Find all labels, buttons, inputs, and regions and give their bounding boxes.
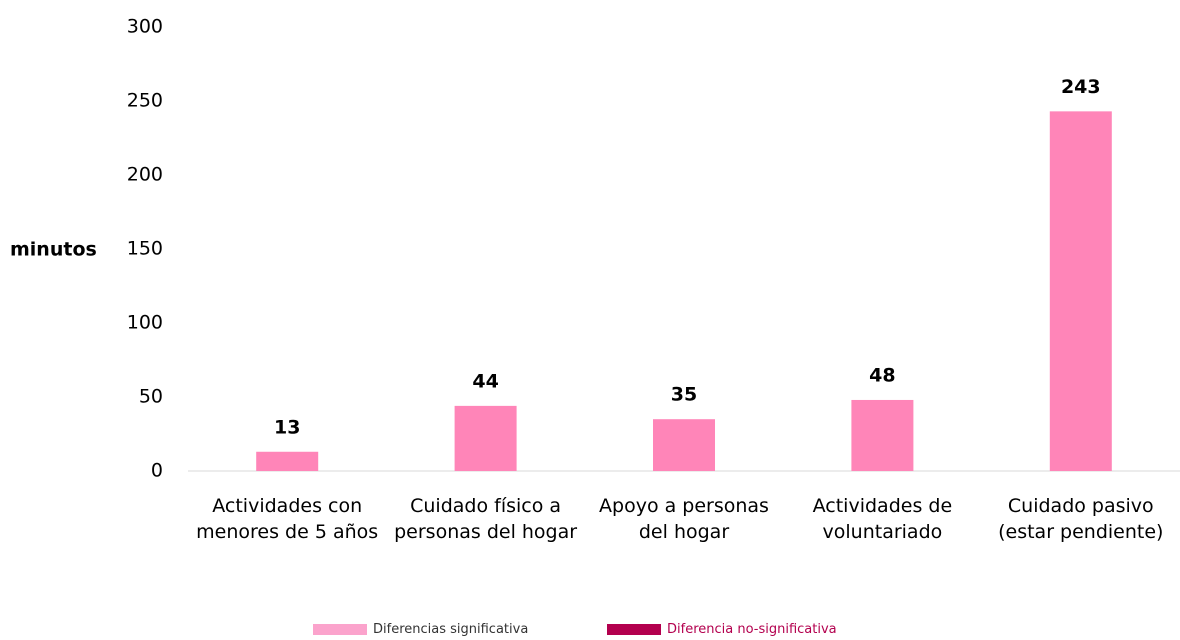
x-tick-label: Cuidado físico a personas del hogar [394,495,578,543]
bar [256,451,319,471]
data-label: 48 [869,364,895,386]
y-tick-label: 200 [127,164,163,186]
data-label: 44 [472,370,498,392]
x-tick-label: Actividades con menores de 5 años [196,495,379,543]
bar [653,419,715,471]
data-label: 243 [1061,76,1101,98]
bar [1049,111,1112,472]
data-label: 35 [671,384,697,406]
y-tick-label: 100 [127,312,163,334]
y-tick-label: 150 [127,238,163,260]
y-tick-label: 300 [127,16,163,38]
x-tick-label: Actividades de voluntariado [812,495,953,543]
y-tick-label: 50 [139,386,163,408]
legend-item: Diferencia no-significativa [607,622,837,637]
bar [851,399,914,471]
legend-label: Diferencias significativa [373,622,529,637]
x-tick-label: Apoyo a personas del hogar [599,495,769,543]
legend-swatch [607,624,661,635]
legend-swatch [313,624,367,635]
y-axis-label: minutos [10,239,97,261]
legend-label: Diferencia no-significativa [667,622,837,637]
y-tick-label: 250 [127,90,163,112]
legend-item: Diferencias significativa [313,622,528,637]
x-tick-label: Cuidado pasivo (estar pendiente) [998,495,1164,543]
y-tick-label: 0 [151,460,163,482]
bar [454,405,517,471]
data-label: 13 [274,416,300,438]
